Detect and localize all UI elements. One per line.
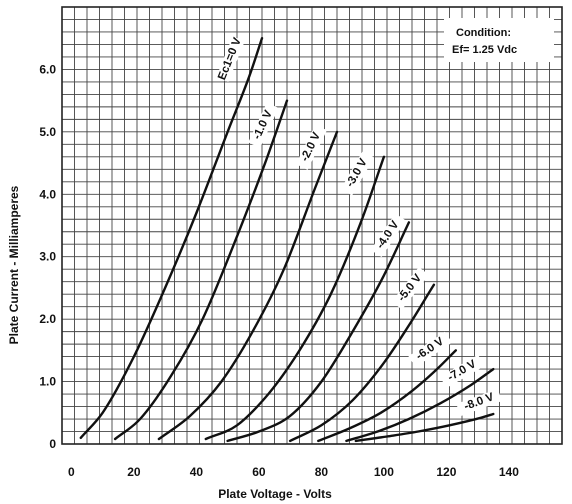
curve-label-background	[439, 354, 485, 389]
y-tick-label: 5.0	[39, 125, 56, 139]
x-tick-label: 40	[190, 465, 204, 479]
curve-label-background	[391, 266, 430, 310]
x-tick-label: 140	[499, 465, 519, 479]
curve-label: -1.0 V	[251, 108, 275, 141]
curve-label-background	[456, 388, 503, 417]
curves	[79, 37, 495, 443]
y-tick-label: 2.0	[39, 312, 56, 326]
condition-box	[444, 18, 554, 62]
tick-labels: 0 20 40 60 80 100 120 140 0 1.0 2.0 3.0 4.0 5.0 6.0	[39, 62, 519, 479]
condition-label: Condition:	[456, 27, 511, 39]
curve-5	[288, 283, 436, 443]
curve-2	[157, 130, 339, 441]
x-tick-label: 0	[68, 465, 75, 479]
plot-frame	[61, 6, 563, 445]
curve-8	[354, 412, 495, 443]
curve-4	[226, 221, 411, 443]
curve-label-background	[295, 124, 327, 170]
x-axis-title: Plate Voltage - Volts	[218, 487, 332, 501]
condition-value: Ef= 1.25 Vdc	[452, 44, 517, 56]
x-tick-label: 100	[374, 465, 394, 479]
y-tick-label: 3.0	[39, 250, 56, 264]
x-tick-label: 80	[315, 465, 329, 479]
curve-7	[345, 367, 495, 443]
curve-1	[113, 99, 289, 441]
curve-label-background	[340, 150, 375, 196]
y-tick-label: 4.0	[39, 187, 56, 201]
curve-label-background	[408, 331, 453, 368]
grid	[61, 6, 563, 445]
y-tick-label: 0	[49, 437, 56, 451]
curve-label-background	[370, 213, 407, 258]
y-axis-title: Plate Current - Milliamperes	[7, 185, 21, 344]
curve-6	[317, 349, 457, 443]
x-tick-label: 120	[436, 465, 456, 479]
curve-label: -2.0 V	[299, 130, 323, 163]
curve-0	[79, 37, 264, 439]
curve-label: -3.0 V	[344, 156, 370, 189]
curve-3	[204, 155, 386, 441]
curve-label-background	[248, 102, 279, 148]
x-tick-label: 60	[252, 465, 266, 479]
y-tick-label: 6.0	[39, 62, 56, 76]
curve-label-background	[216, 36, 245, 83]
y-tick-label: 1.0	[39, 375, 56, 389]
x-tick-label: 20	[127, 465, 141, 479]
